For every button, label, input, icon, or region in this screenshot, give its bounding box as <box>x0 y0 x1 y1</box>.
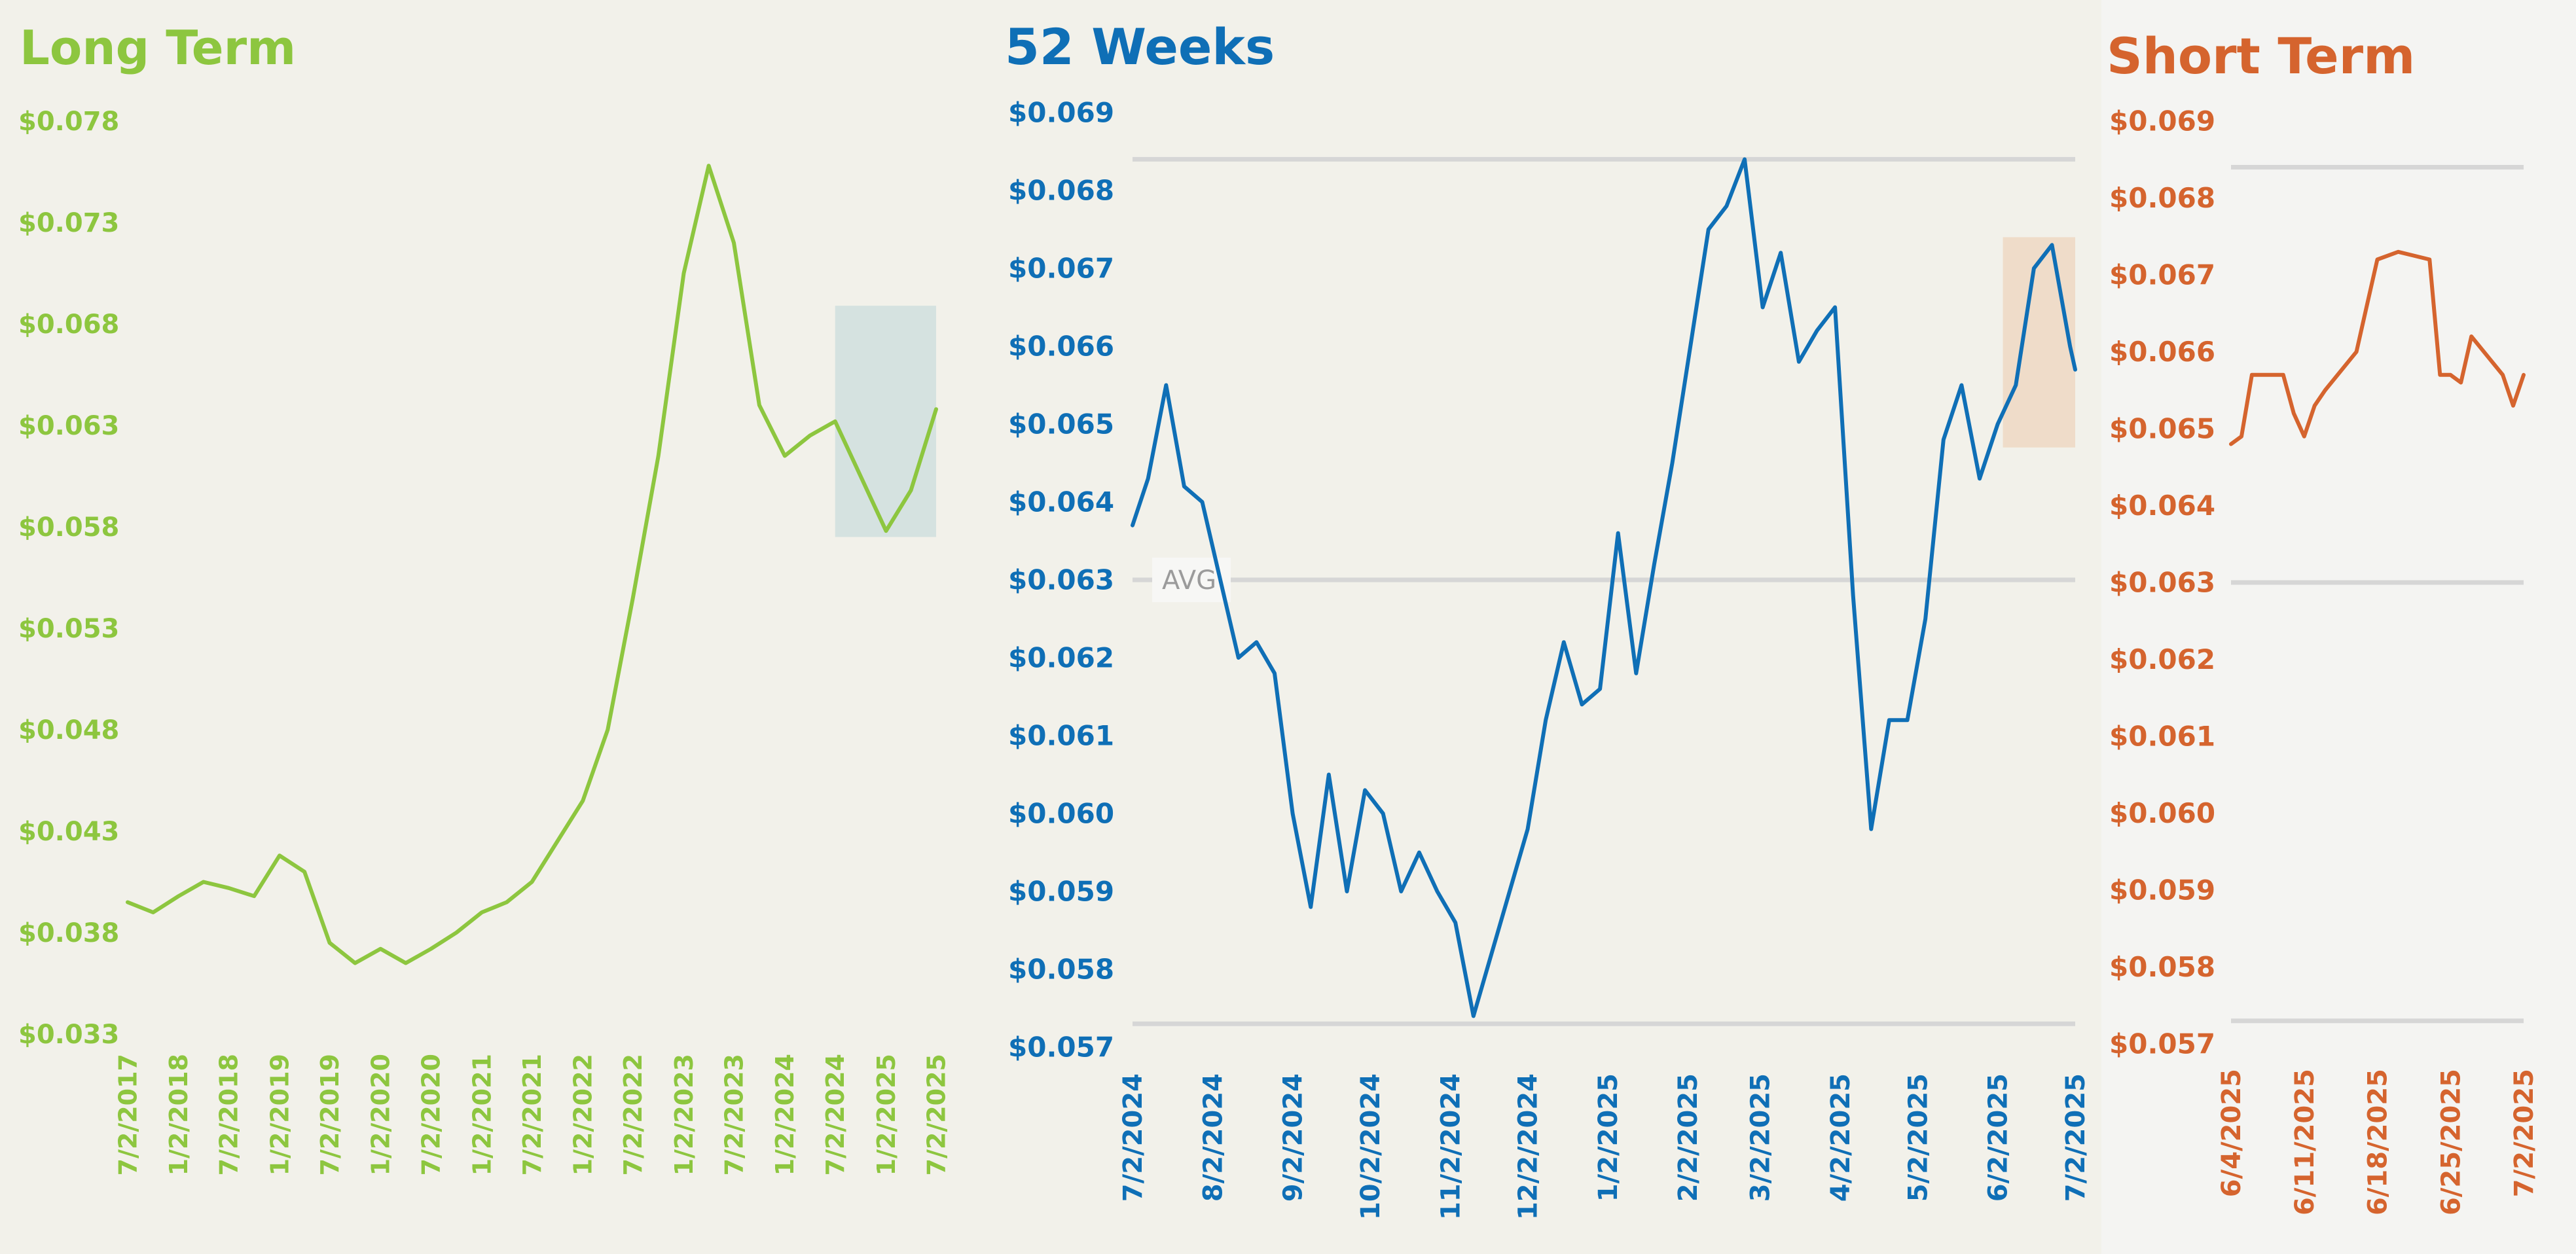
52-weeks-y-tick-label: $0.066 <box>1008 331 1114 363</box>
52-weeks-x-tick-label: 2/2/2025 <box>1673 1073 1703 1202</box>
52-weeks-x-tick-label: 1/2/2025 <box>1593 1073 1624 1202</box>
long-term-y-tick-label: $0.068 <box>18 310 119 340</box>
52-weeks-x-tick-label: 3/2/2025 <box>1746 1073 1776 1202</box>
long-term-highlight-region <box>835 306 936 537</box>
52-weeks-y-tick-label: $0.065 <box>1008 408 1114 440</box>
short-term-y-tick-label: $0.062 <box>2109 643 2215 675</box>
long-term-y-tick-label: $0.078 <box>18 107 119 137</box>
long-term-x-tick-label: 7/2/2022 <box>619 1054 647 1175</box>
short-term-panel-background <box>2101 0 2576 1254</box>
long-term-y-tick-label: $0.048 <box>18 715 119 745</box>
52-weeks-y-tick-label: $0.069 <box>1008 97 1114 129</box>
52-weeks-series-line <box>1131 157 2077 1018</box>
short-term-y-tick-label: $0.061 <box>2109 721 2215 753</box>
long-term-x-tick-label: 1/2/2018 <box>164 1054 193 1175</box>
short-term-y-tick-label: $0.068 <box>2109 182 2215 214</box>
52-weeks-x-tick-label: 6/2/2025 <box>1984 1073 2014 1202</box>
short-term-title: Short Term <box>2107 27 2415 85</box>
52-weeks-x-tick-label: 11/2/2024 <box>1436 1073 1466 1220</box>
long-term-x-tick-label: 1/2/2022 <box>569 1054 598 1175</box>
52-weeks-x-tick-label: 12/2/2024 <box>1514 1073 1544 1220</box>
weeks-52-chart: 52 Weeks AVG $0.069 $0.068 $0.067 $0.066 $0.06… <box>1005 18 2091 1220</box>
long-term-y-tick-label: $0.058 <box>18 512 119 543</box>
52-weeks-highlight-region <box>2003 237 2075 448</box>
52-weeks-x-tick-label: 10/2/2024 <box>1356 1073 1386 1220</box>
long-term-chart: Long Term $0.078 $0.073 $0.068 $0.063 $0.058 $… <box>18 20 951 1175</box>
52-weeks-title: 52 Weeks <box>1005 18 1275 76</box>
52-weeks-x-tick-label: 7/2/2024 <box>1118 1073 1148 1202</box>
short-term-y-tick-label: $0.067 <box>2109 259 2215 291</box>
short-term-x-tick-label: 6/4/2025 <box>2217 1069 2247 1197</box>
long-term-x-tick-label: 7/2/2019 <box>316 1054 344 1175</box>
short-term-y-tick-label: $0.064 <box>2109 490 2215 522</box>
long-term-x-tick-label: 1/2/2023 <box>670 1054 698 1175</box>
long-term-x-tick-label: 7/2/2020 <box>417 1054 446 1175</box>
long-term-y-tick-label: $0.043 <box>18 817 119 847</box>
52-weeks-y-tick-label: $0.064 <box>1008 486 1114 518</box>
long-term-y-tick-label: $0.073 <box>18 208 119 238</box>
short-term-y-tick-label: $0.065 <box>2109 413 2215 445</box>
long-term-x-tick-label: 1/2/2025 <box>872 1054 901 1175</box>
52-weeks-y-tick-label: $0.068 <box>1008 175 1114 207</box>
short-term-y-tick-label: $0.059 <box>2109 874 2215 906</box>
long-term-x-tick-label: 1/2/2020 <box>367 1054 395 1175</box>
52-weeks-y-tick-label: $0.067 <box>1008 253 1114 285</box>
52-weeks-y-tick-label: $0.061 <box>1008 720 1114 752</box>
52-weeks-y-tick-label: $0.058 <box>1008 954 1114 986</box>
52-weeks-y-tick-label: $0.062 <box>1008 642 1114 674</box>
long-term-y-tick-label: $0.038 <box>18 918 119 948</box>
long-term-y-tick-label: $0.053 <box>18 614 119 644</box>
short-term-x-tick-label: 6/25/2025 <box>2436 1069 2466 1215</box>
long-term-y-tick-label: $0.033 <box>18 1020 119 1050</box>
52-weeks-x-tick-label: 9/2/2024 <box>1279 1073 1309 1202</box>
long-term-x-tick-label: 7/2/2018 <box>215 1054 244 1175</box>
short-term-x-tick-label: 6/18/2025 <box>2363 1069 2393 1215</box>
52-weeks-x-tick-label: 8/2/2024 <box>1198 1073 1228 1202</box>
52-weeks-y-tick-label: $0.060 <box>1008 798 1114 830</box>
short-term-y-tick-label: $0.063 <box>2109 567 2215 599</box>
52-weeks-x-tick-label: 5/2/2025 <box>1903 1073 1933 1202</box>
long-term-x-tick-label: 1/2/2021 <box>467 1054 496 1175</box>
short-term-x-tick-label: 7/2/2025 <box>2509 1069 2539 1197</box>
short-term-y-tick-label: $0.066 <box>2109 336 2215 368</box>
long-term-x-tick-label: 7/2/2023 <box>719 1054 748 1175</box>
long-term-x-tick-label: 7/2/2025 <box>922 1054 951 1175</box>
52-weeks-avg-label: AVG <box>1162 565 1216 596</box>
long-term-series-line <box>126 164 938 965</box>
52-weeks-y-tick-label: $0.059 <box>1008 876 1114 908</box>
short-term-y-tick-label: $0.060 <box>2109 797 2215 829</box>
long-term-x-tick-label: 1/2/2019 <box>265 1054 294 1175</box>
52-weeks-y-tick-label: $0.063 <box>1008 564 1114 596</box>
long-term-x-tick-label: 7/2/2017 <box>113 1054 142 1175</box>
long-term-x-tick-label: 1/2/2024 <box>771 1054 799 1175</box>
short-term-chart: Short Term $0.069 $0.068 $0.067 $0.066 $0.065… <box>2107 27 2539 1215</box>
52-weeks-x-tick-label: 4/2/2025 <box>1826 1073 1856 1202</box>
long-term-title: Long Term <box>20 20 296 75</box>
short-term-x-tick-label: 6/11/2025 <box>2290 1069 2320 1215</box>
52-weeks-y-tick-label: $0.057 <box>1008 1031 1114 1064</box>
52-weeks-x-tick-label: 7/2/2025 <box>2061 1073 2091 1202</box>
short-term-y-tick-label: $0.058 <box>2109 951 2215 983</box>
short-term-series-line <box>2229 249 2526 446</box>
long-term-y-tick-label: $0.063 <box>18 411 119 441</box>
long-term-x-tick-label: 7/2/2021 <box>518 1054 547 1175</box>
short-term-y-tick-label: $0.069 <box>2109 105 2215 137</box>
short-term-y-tick-label: $0.057 <box>2109 1028 2215 1060</box>
long-term-x-tick-label: 7/2/2024 <box>821 1054 850 1175</box>
